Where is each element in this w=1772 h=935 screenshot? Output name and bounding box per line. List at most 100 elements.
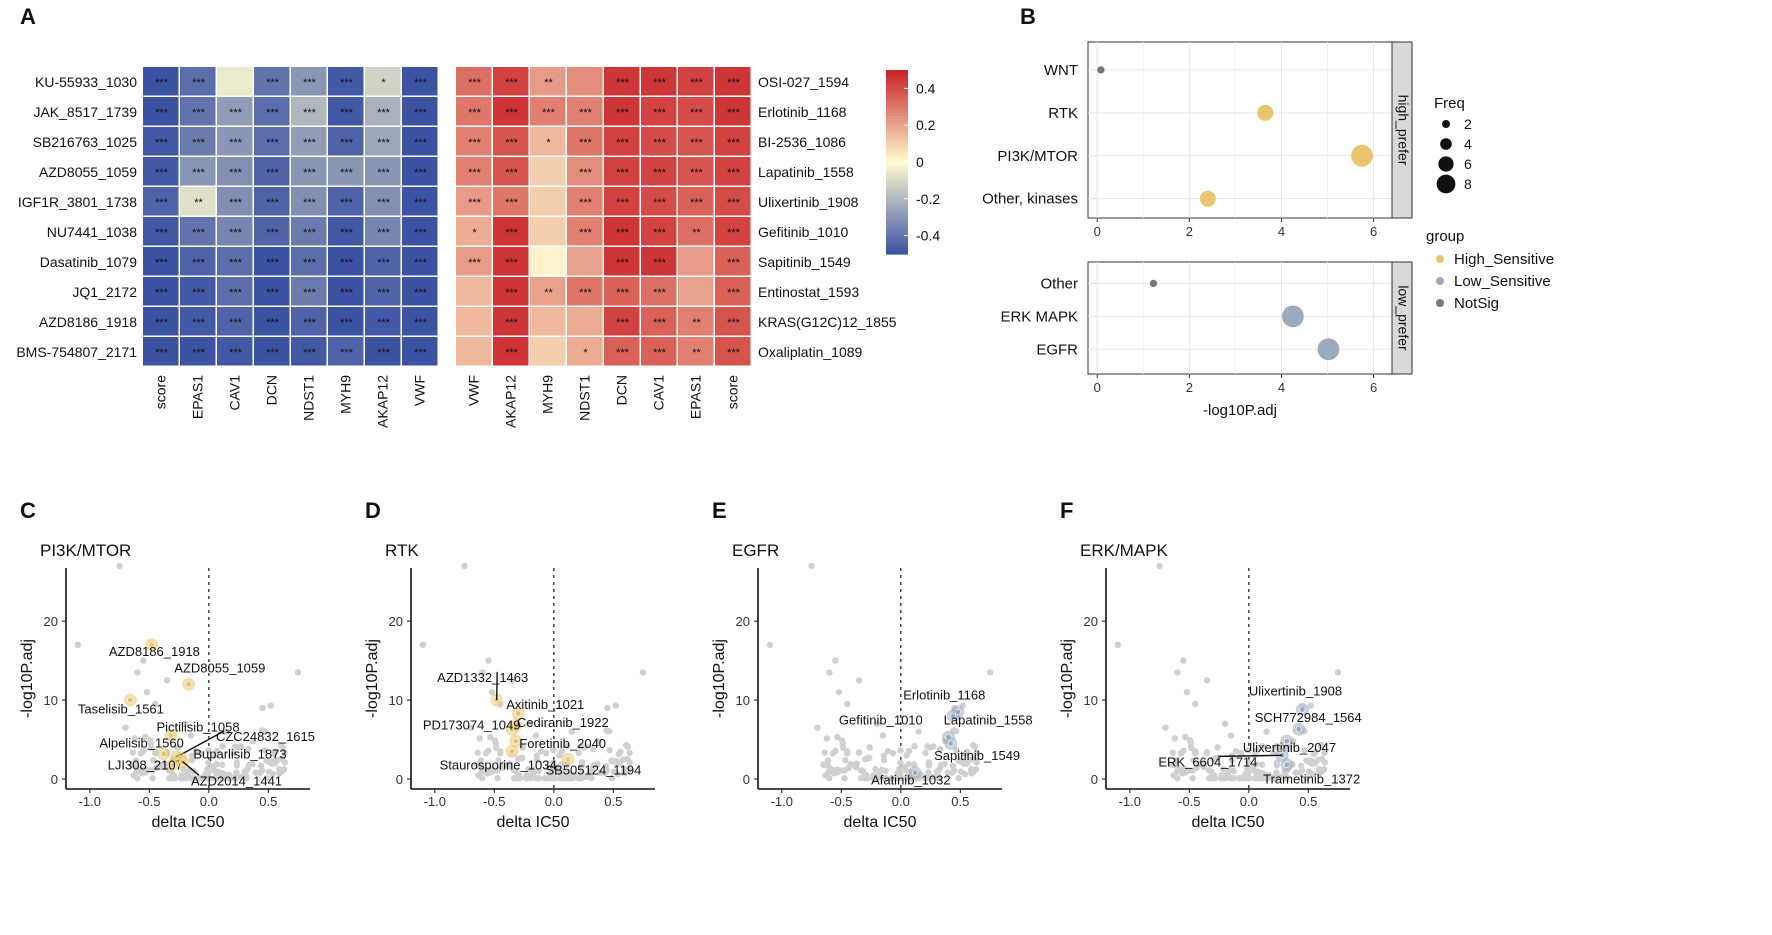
- point-label: ERK_6604_1714: [1158, 754, 1257, 769]
- background-point: [237, 773, 245, 781]
- significance-stars: ***: [653, 317, 667, 329]
- background-point: [1203, 677, 1211, 684]
- x-tick-label: -0.5: [483, 794, 505, 809]
- background-point: [197, 750, 205, 757]
- significance-stars: ***: [653, 257, 667, 269]
- background-point: [1190, 757, 1197, 764]
- heatmap-cell: [291, 337, 327, 366]
- facet-panel: [1087, 41, 1393, 219]
- background-point: [922, 749, 929, 757]
- colorbar-segment: [886, 122, 908, 126]
- heatmap-cell: [456, 67, 492, 96]
- background-point: [279, 743, 286, 750]
- heatmap-cell: [567, 127, 603, 156]
- label-leader: [182, 761, 200, 776]
- heatmap-cell: [291, 187, 327, 216]
- row-label: Entinostat_1593: [758, 284, 859, 300]
- background-point: [822, 772, 829, 779]
- x-tick-label: 0: [1094, 224, 1101, 239]
- background-point: [844, 700, 851, 708]
- heatmap-cell: [641, 127, 677, 156]
- significance-stars: ***: [229, 257, 243, 269]
- significance-stars: ***: [155, 227, 169, 239]
- background-point: [565, 775, 572, 782]
- heatmap-cell: [291, 67, 327, 96]
- heatmap-cell: [567, 97, 603, 126]
- significance-stars: ***: [616, 287, 630, 299]
- colorbar-segment: [886, 204, 908, 209]
- significance-stars: ***: [616, 227, 630, 239]
- background-point: [257, 762, 265, 770]
- point-label: AZD2014_1441: [191, 773, 282, 788]
- significance-stars: ***: [468, 77, 482, 89]
- colorbar-segment: [886, 198, 908, 203]
- background-point: [872, 766, 879, 773]
- background-point: [613, 758, 621, 765]
- background-point: [220, 775, 227, 782]
- background-point: [225, 771, 233, 779]
- colorbar-segment: [886, 241, 908, 246]
- heatmap-cell: [180, 337, 216, 366]
- background-point: [1245, 759, 1252, 766]
- colorbar-segment: [886, 143, 908, 148]
- colorbar-tick-label: 0: [916, 154, 924, 170]
- significance-stars: ***: [266, 227, 280, 239]
- background-point: [550, 747, 557, 754]
- colorbar-segment: [886, 128, 908, 132]
- point-label: Alpelisib_1560: [99, 735, 184, 750]
- background-point: [1292, 769, 1299, 776]
- x-tick-label: 0: [1094, 380, 1101, 395]
- dot-low_sensitive: [1317, 338, 1340, 361]
- background-point: [482, 750, 490, 757]
- heatmap-cell: [328, 217, 364, 246]
- background-point: [839, 744, 847, 752]
- y-axis-label: -log10P.adj: [1059, 639, 1076, 718]
- significance-stars: ***: [468, 137, 482, 149]
- significance-stars: *: [472, 227, 477, 239]
- significance-stars: ***: [468, 107, 482, 119]
- highlight-point: [509, 726, 516, 733]
- x-tick-label: -0.5: [1178, 794, 1200, 809]
- significance-stars: ***: [505, 347, 519, 359]
- x-tick-label: -1.0: [1119, 794, 1141, 809]
- background-point: [192, 748, 200, 755]
- heatmap-cell: [217, 247, 253, 276]
- background-point: [597, 769, 604, 776]
- background-point: [473, 761, 481, 769]
- heatmap-cell: [493, 157, 529, 186]
- colorbar-segment: [886, 88, 908, 93]
- background-point: [1177, 750, 1185, 757]
- colorbar-segment: [886, 149, 908, 154]
- legend-freq-dot: [1440, 138, 1452, 150]
- colorbar-segment: [886, 131, 908, 135]
- background-point: [1227, 732, 1235, 739]
- background-point: [587, 773, 595, 780]
- background-point: [844, 748, 851, 755]
- x-tick-label: 4: [1278, 224, 1285, 239]
- background-point: [1172, 757, 1180, 764]
- background-point: [1221, 720, 1229, 727]
- significance-stars: ***: [579, 227, 593, 239]
- background-point: [261, 746, 268, 754]
- heatmap-cell: [254, 187, 290, 216]
- significance-stars: ***: [505, 197, 519, 209]
- point-label: Ulixertinib_1908: [1249, 683, 1342, 698]
- significance-stars: ***: [727, 317, 741, 329]
- background-point: [532, 775, 540, 782]
- heatmap-cell: [143, 187, 179, 216]
- y-tick-label: 20: [44, 614, 58, 629]
- significance-stars: **: [692, 227, 701, 239]
- plot-title: ERK/MAPK: [1080, 541, 1169, 560]
- category-label: Other: [1040, 275, 1078, 292]
- significance-stars: **: [692, 317, 701, 329]
- background-point: [826, 669, 833, 676]
- background-point: [855, 749, 863, 756]
- heatmap-cell: [678, 157, 714, 186]
- background-point: [879, 775, 887, 782]
- background-point: [219, 742, 226, 750]
- heatmap-cell: [715, 337, 751, 366]
- significance-stars: ***: [155, 137, 169, 149]
- heatmap-cell: [217, 157, 253, 186]
- significance-stars: ***: [690, 77, 704, 89]
- heatmap-cell: [402, 97, 438, 126]
